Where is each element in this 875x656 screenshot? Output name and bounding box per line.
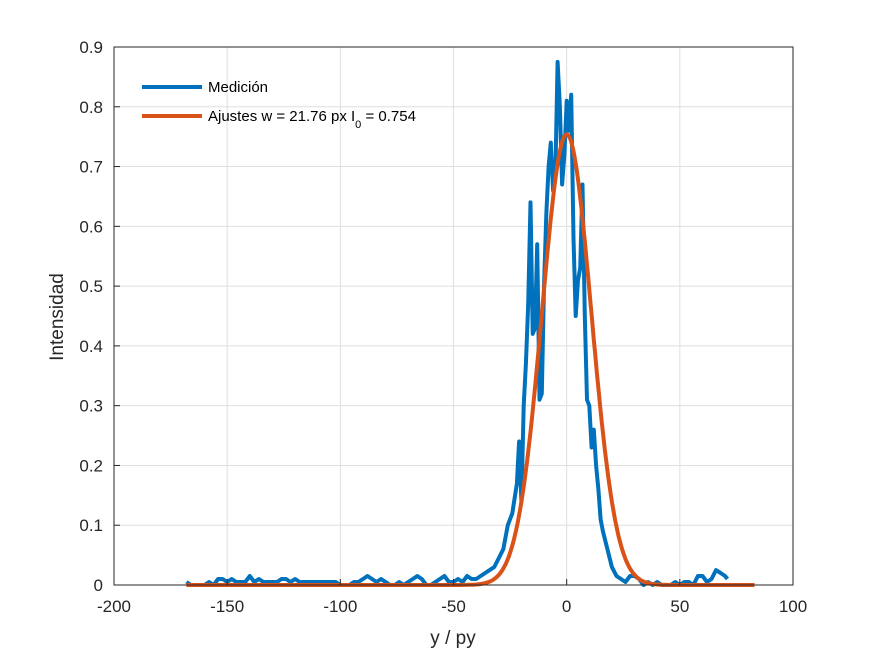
- y-tick-label: 0.8: [79, 98, 103, 117]
- y-tick-label: 0.6: [79, 217, 103, 236]
- y-tick-label: 0.3: [79, 397, 103, 416]
- legend-label-ajustes-main: Ajustes w = 21.76 px I: [208, 108, 355, 125]
- legend-label-ajustes-sub: 0: [355, 119, 361, 131]
- y-tick-label: 0.1: [79, 516, 103, 535]
- plot-area: [185, 59, 756, 587]
- legend-label-medicion: Medición: [208, 79, 268, 96]
- x-tick-label: 100: [779, 597, 807, 616]
- x-tick-label: 0: [562, 597, 571, 616]
- legend: Medición Ajustes w = 21.76 px I0 = 0.754: [142, 79, 416, 131]
- y-axis-title: Intensidad: [47, 273, 68, 361]
- grid: [113, 46, 794, 586]
- x-axis-title: y / py: [430, 628, 476, 649]
- y-tick-label: 0.4: [79, 337, 103, 356]
- x-tick-label: -200: [97, 597, 131, 616]
- x-tick-label: 50: [670, 597, 689, 616]
- x-tick-label: -100: [323, 597, 357, 616]
- series-line-ajustes: [185, 132, 756, 587]
- y-tick-label: 0.5: [79, 277, 103, 296]
- tick-labels: -200 -150 -100 -50 0 50 100 0 0.1 0.2 0.3 0.4 0.5 0.6…: [79, 38, 807, 616]
- x-tick-label: -50: [441, 597, 466, 616]
- x-tick-label: -150: [210, 597, 244, 616]
- y-tick-label: 0: [94, 576, 103, 595]
- legend-label-ajustes-tail: = 0.754: [361, 108, 416, 125]
- y-tick-label: 0.9: [79, 38, 103, 57]
- y-tick-label: 0.2: [79, 456, 103, 475]
- series-line-medicion: [185, 59, 729, 587]
- axes: [113, 46, 794, 586]
- legend-label-ajustes: Ajustes w = 21.76 px I0 = 0.754: [208, 108, 416, 131]
- y-tick-label: 0.7: [79, 158, 103, 177]
